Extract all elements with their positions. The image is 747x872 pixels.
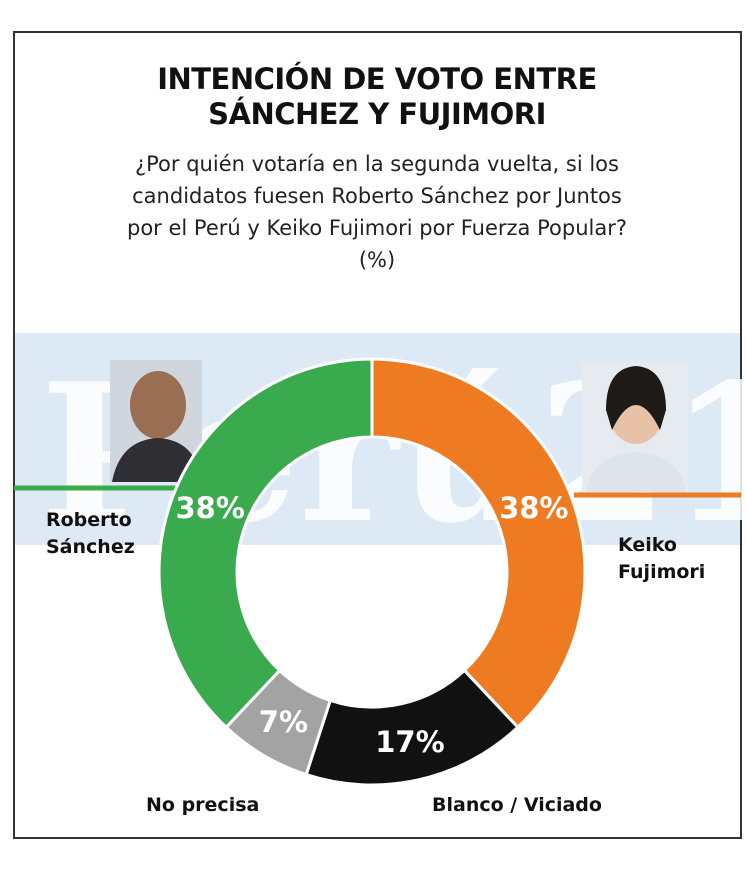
- photo-left: [110, 360, 202, 482]
- value-label: 38%: [176, 491, 245, 525]
- value-label: 7%: [259, 705, 308, 739]
- photo-right: [582, 362, 688, 492]
- donut-segment: [157, 357, 374, 730]
- category-label: Roberto Sánchez: [46, 509, 135, 558]
- category-label: Keiko Fujimori: [618, 534, 706, 583]
- chart-subtitle: ¿Por quién votaría en la segunda vuelta,…: [127, 152, 627, 272]
- category-label: Blanco / Viciado: [432, 794, 602, 816]
- value-label: 38%: [499, 491, 568, 525]
- frame: [13, 31, 742, 839]
- chart-title: INTENCIÓN DE VOTO ENTRE SÁNCHEZ Y FUJIMO…: [157, 62, 597, 131]
- category-label: No precisa: [146, 794, 260, 816]
- donut-segment: [370, 357, 587, 730]
- value-label: 17%: [375, 725, 444, 759]
